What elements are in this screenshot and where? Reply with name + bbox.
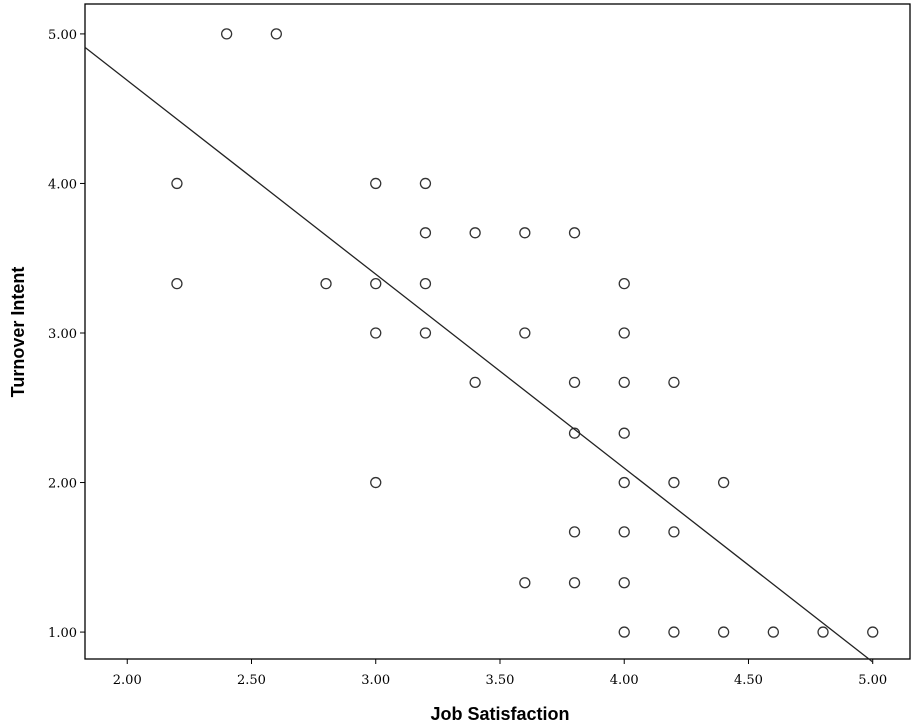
data-point	[817, 626, 829, 638]
data-point	[618, 427, 630, 439]
y-tick-label: 4.00	[48, 177, 77, 192]
x-axis-title: Job Satisfaction	[430, 704, 569, 724]
data-point	[220, 28, 233, 40]
data-point	[618, 376, 630, 388]
y-tick-label: 3.00	[48, 327, 77, 342]
data-point	[867, 626, 879, 638]
data-point	[568, 376, 581, 388]
y-tick-label: 1.00	[48, 626, 77, 641]
data-point	[419, 327, 432, 339]
data-point	[270, 28, 282, 40]
data-point	[568, 227, 581, 239]
data-point	[419, 177, 432, 190]
x-tick-label: 4.00	[610, 673, 639, 688]
data-point	[320, 277, 332, 290]
data-point	[668, 476, 680, 489]
y-tick-label: 2.00	[48, 477, 77, 492]
x-tick-label: 3.50	[486, 673, 515, 688]
y-axis-title: Turnover Intent	[8, 267, 28, 398]
y-tick-label: 5.00	[48, 28, 77, 43]
data-point	[618, 626, 630, 638]
data-point	[370, 327, 382, 339]
data-point	[419, 227, 432, 239]
x-tick-label: 3.00	[361, 673, 390, 688]
x-tick-label: 5.00	[858, 673, 887, 688]
data-point	[618, 577, 630, 589]
data-point	[171, 277, 183, 290]
data-point	[618, 277, 630, 290]
data-point	[668, 626, 680, 638]
x-axis: 2.00 2.50 3.00 3.50 4.00 4.50 5.00	[113, 659, 887, 688]
data-point	[370, 476, 382, 489]
data-point	[419, 277, 432, 290]
data-point	[668, 376, 680, 388]
data-point	[519, 227, 531, 239]
data-point	[618, 476, 630, 489]
data-point	[568, 526, 581, 538]
data-point	[618, 526, 630, 538]
data-point	[469, 227, 481, 239]
x-tick-label: 4.50	[734, 673, 763, 688]
data-point	[668, 526, 680, 538]
data-point	[618, 327, 630, 339]
data-point	[370, 277, 382, 290]
data-point	[568, 577, 581, 589]
data-points	[171, 28, 879, 638]
data-point	[519, 577, 531, 589]
x-tick-label: 2.50	[237, 673, 266, 688]
data-point	[717, 476, 730, 489]
data-point	[717, 626, 730, 638]
data-point	[519, 327, 531, 339]
data-point	[370, 177, 382, 190]
x-tick-label: 2.00	[113, 673, 142, 688]
y-axis: 1.00 2.00 3.00 4.00 5.00	[48, 28, 85, 641]
data-point	[469, 376, 481, 388]
data-point	[171, 177, 183, 190]
regression-line	[84, 46, 874, 663]
data-point	[767, 626, 779, 638]
plot-frame	[84, 3, 911, 660]
